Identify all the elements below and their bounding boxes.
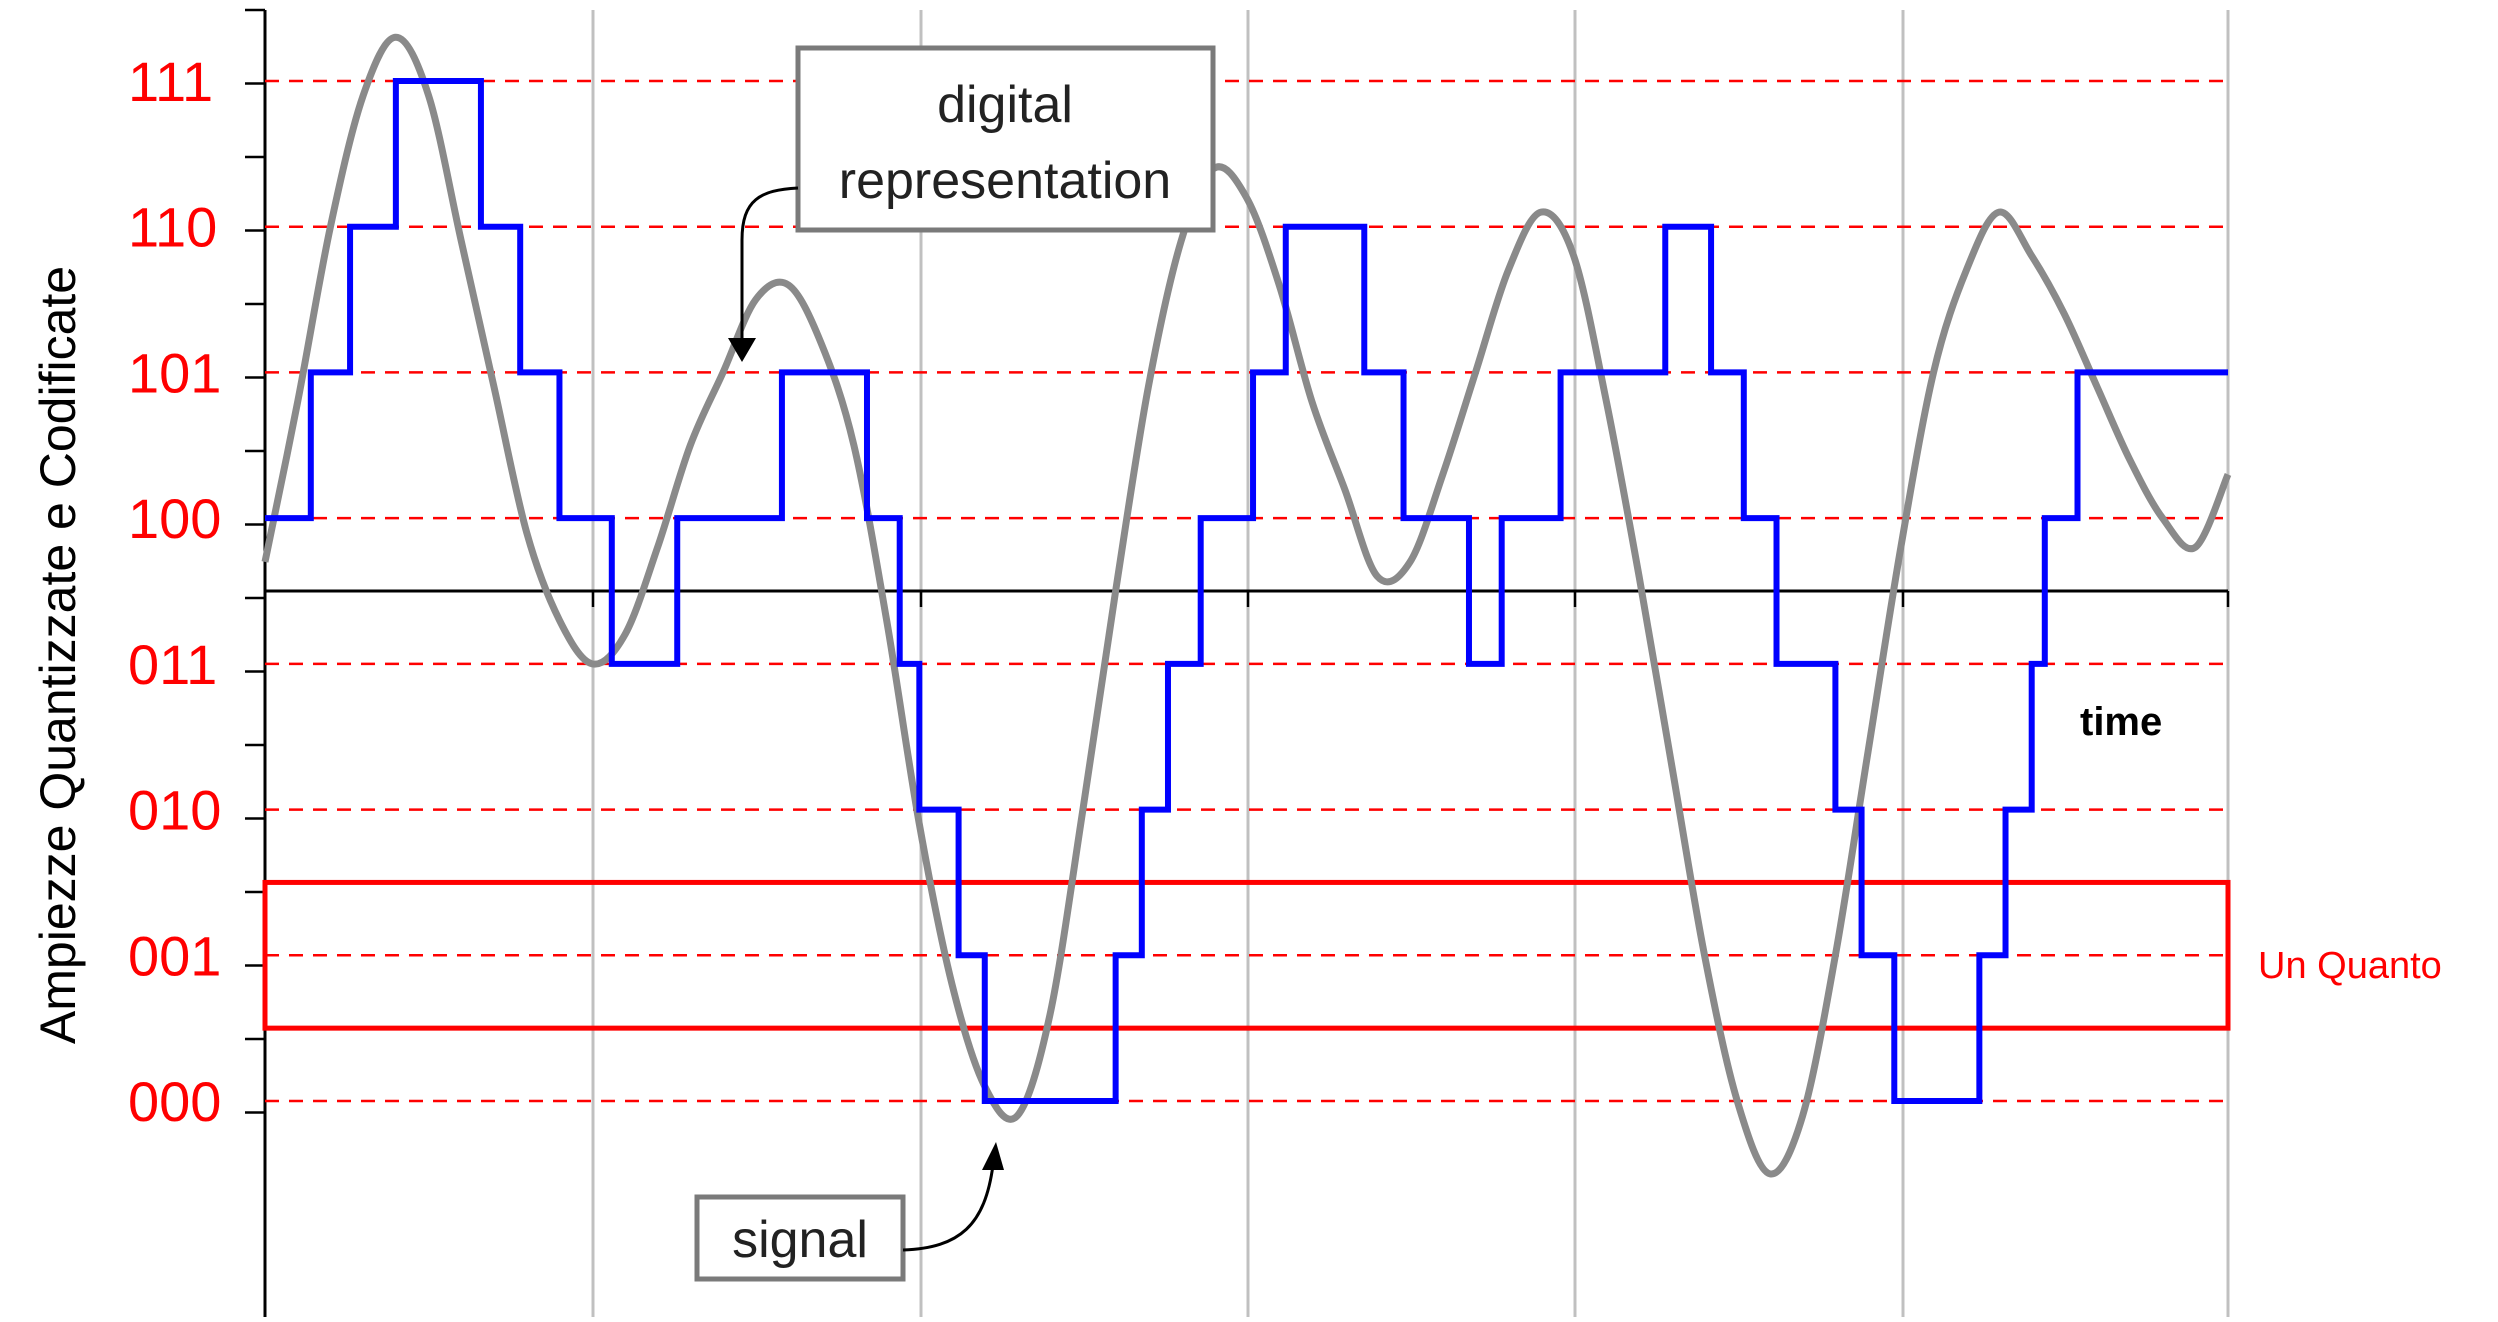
signal-callout-label: signal bbox=[732, 1211, 868, 1269]
digital-callout-connector bbox=[740, 186, 799, 340]
signal-curve bbox=[261, 33, 2232, 1178]
quantum-label: Un Quanto bbox=[2258, 945, 2442, 987]
signal-callout-connector bbox=[902, 1164, 995, 1252]
y-axis-title: Ampiezze Quantizzate e Codificate bbox=[30, 266, 86, 1044]
level-label: 001 bbox=[128, 924, 221, 987]
level-label: 010 bbox=[128, 779, 221, 842]
level-label: 100 bbox=[128, 487, 221, 550]
level-label: 101 bbox=[128, 341, 221, 404]
level-label: 110 bbox=[128, 196, 217, 259]
digital-callout-box bbox=[795, 45, 1216, 233]
digital-step-line bbox=[265, 78, 2228, 1104]
digital-callout-line-1: digital bbox=[937, 76, 1073, 134]
level-label: 111 bbox=[128, 50, 213, 113]
level-label: 011 bbox=[128, 633, 217, 696]
digital-callout-arrowhead bbox=[728, 338, 756, 362]
time-axis-label: time bbox=[2080, 700, 2162, 744]
level-label: 000 bbox=[128, 1070, 221, 1133]
digital-callout-line-2: representation bbox=[839, 152, 1171, 210]
signal-callout-box bbox=[694, 1194, 906, 1282]
signal-callout-arrowhead bbox=[982, 1142, 1004, 1170]
